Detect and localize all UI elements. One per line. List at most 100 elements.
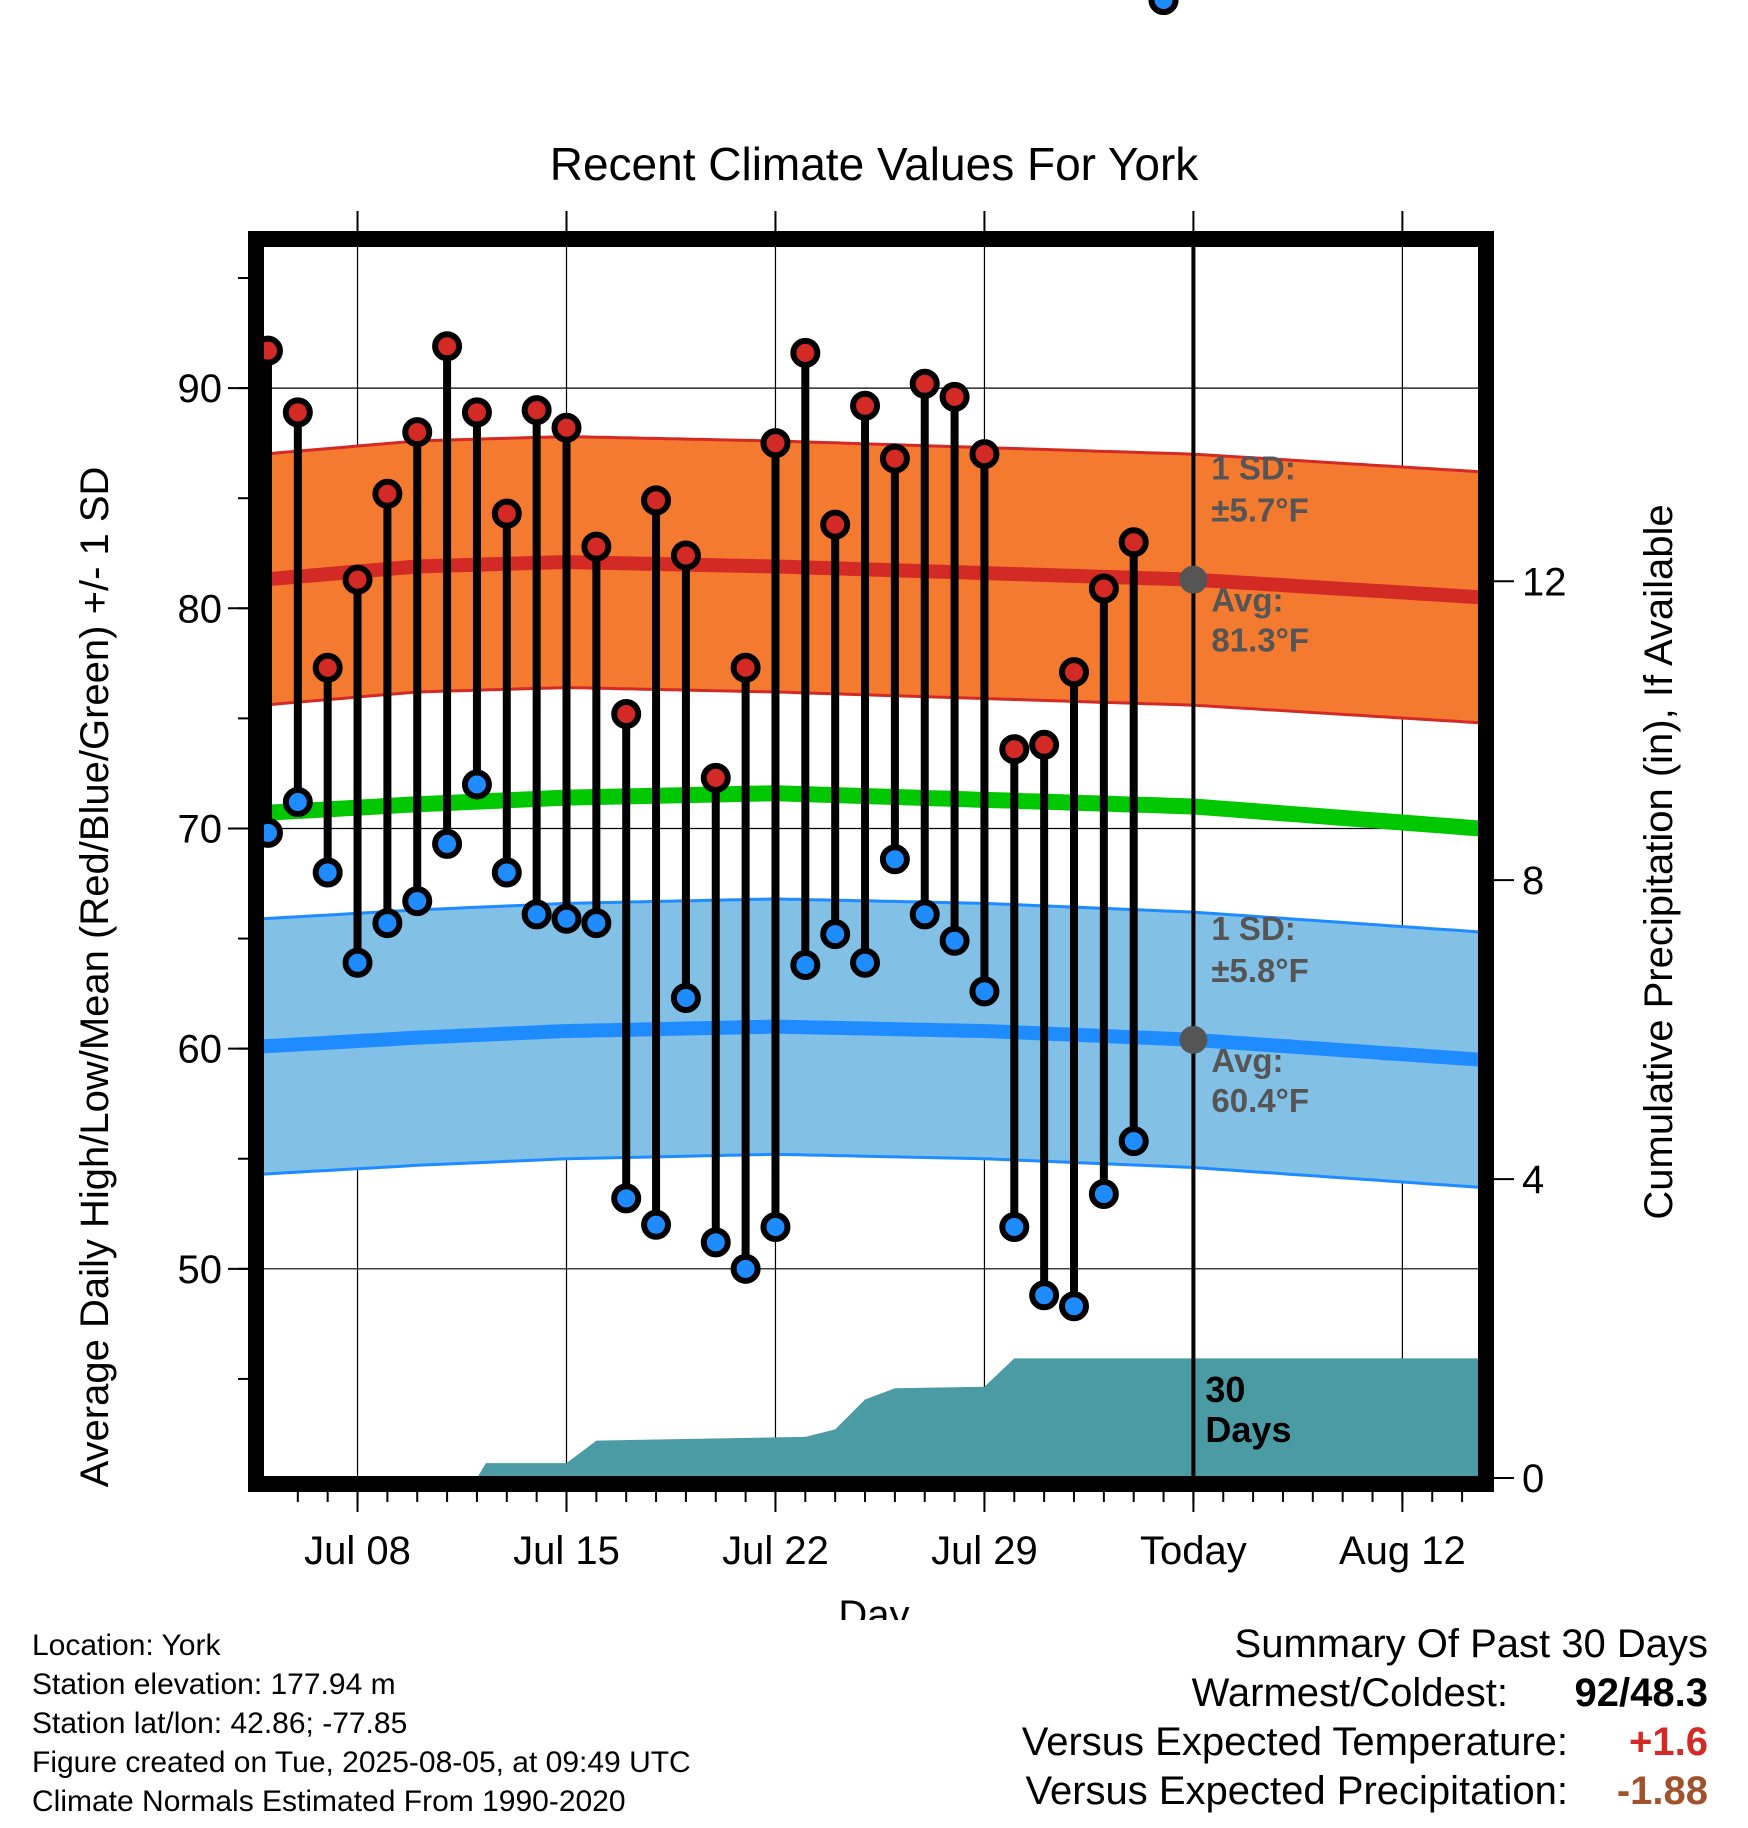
- observed-high-point: [909, 368, 940, 399]
- high-avg-value: 81.3°F: [1211, 622, 1309, 659]
- precip-label: Versus Expected Precipitation:: [1025, 1769, 1568, 1813]
- observed-low-point: [372, 908, 403, 939]
- observed-low-point: [581, 908, 612, 939]
- observed-low-point: [670, 983, 701, 1014]
- observed-low-point: [700, 1227, 731, 1258]
- observed-high-point: [312, 652, 343, 683]
- observed-low-point: [1059, 1291, 1089, 1322]
- days-label-line2: Days: [1205, 1409, 1291, 1450]
- observed-high-point: [760, 428, 791, 459]
- x-tick-label: Today: [1140, 1529, 1247, 1573]
- climate-chart: Recent Climate Values For York 1 SD: ±5.7…: [73, 0, 1681, 1620]
- observed-low-point: [790, 949, 821, 980]
- observed-low-point: [760, 1211, 791, 1242]
- low-sd-label: 1 SD:: [1211, 910, 1295, 947]
- low-avg-value: 60.4°F: [1211, 1082, 1309, 1119]
- y2-tick-label: 4: [1522, 1158, 1544, 1202]
- temp-value: +1.6: [1629, 1720, 1708, 1764]
- observed-low-point: [282, 787, 313, 818]
- observed-low-point: [909, 899, 940, 930]
- observed-high-point: [521, 395, 552, 426]
- summary-warmest-row: Warmest/Coldest: 92/48.3: [1022, 1669, 1708, 1718]
- observed-high-point: [879, 443, 910, 474]
- y-tick-label: 70: [178, 807, 223, 851]
- latlon-text: Station lat/lon: 42.86; -77.85: [32, 1707, 408, 1740]
- observed-high-point: [1118, 527, 1149, 558]
- high-sd-upper-line: [261, 435, 1481, 474]
- y-axis-title: Average Daily High/Low/Mean (Red/Blue/Gr…: [73, 467, 117, 1488]
- precip-area: [262, 1358, 1480, 1478]
- y-tick-label: 50: [178, 1248, 223, 1292]
- normal-high-line: [261, 555, 1481, 605]
- x-tick-label: Jul 08: [304, 1529, 411, 1573]
- x-tick-label: Jul 15: [513, 1529, 620, 1573]
- warmest-label: Warmest/Coldest:: [1191, 1671, 1508, 1715]
- observed-low-point: [1029, 1280, 1060, 1311]
- created-text: Figure created on Tue, 2025-08-05, at 09…: [32, 1746, 691, 1779]
- plot-frame: [248, 231, 1494, 1492]
- observed-low-point: [432, 828, 463, 859]
- low-sd-band: [262, 898, 1480, 1188]
- observed-high-point: [999, 734, 1030, 765]
- x-tick-label: Jul 22: [722, 1529, 829, 1573]
- y-tick-label: 60: [178, 1028, 223, 1072]
- observed-high-point: [372, 478, 403, 509]
- low-sd-value: ±5.8°F: [1211, 952, 1308, 989]
- chart-title: Recent Climate Values For York: [550, 138, 1200, 190]
- observed-high-point: [581, 531, 612, 562]
- observed-high-point: [342, 564, 373, 595]
- observed-low-point: [999, 1211, 1030, 1242]
- observed-high-point: [1088, 573, 1119, 604]
- observed-high-point: [939, 381, 970, 412]
- observed-high-point: [820, 509, 851, 540]
- x-axis-title: Day: [838, 1593, 909, 1620]
- observed-high-point: [850, 390, 881, 421]
- low-avg-label: Avg:: [1211, 1042, 1283, 1079]
- observed-low-point: [879, 844, 910, 875]
- x-tick-label: Jul 29: [931, 1529, 1038, 1573]
- observed-low-point: [969, 976, 1000, 1007]
- days-label-line1: 30: [1205, 1369, 1245, 1410]
- warmest-value: 92/48.3: [1574, 1671, 1708, 1715]
- observed-low-point: [641, 1209, 672, 1240]
- observed-low-point: [461, 769, 492, 800]
- today-high-normal-marker: [1179, 565, 1208, 594]
- observed-high-point: [670, 540, 701, 571]
- observed-high-point: [790, 337, 821, 368]
- observed-high-point: [730, 652, 761, 683]
- summary-precip-row: Versus Expected Precipitation: -1.88: [1022, 1767, 1708, 1816]
- observed-low-point: [820, 919, 851, 950]
- high-sd-label: 1 SD:: [1211, 450, 1295, 487]
- temp-label: Versus Expected Temperature:: [1021, 1720, 1568, 1764]
- observed-high-point: [611, 698, 642, 729]
- elevation-text: Station elevation: 177.94 m: [32, 1668, 396, 1701]
- low-sd-upper-line: [261, 897, 1481, 934]
- today-low-normal-marker: [1179, 1025, 1208, 1054]
- low-sd-lower-line: [261, 1152, 1481, 1189]
- y2-axis-title: Cumulative Precipitation (in), If Availa…: [1637, 504, 1681, 1219]
- observed-high-point: [551, 412, 582, 443]
- high-avg-label: Avg:: [1211, 582, 1283, 619]
- y2-tick-label: 0: [1522, 1457, 1544, 1501]
- observed-low-point: [342, 947, 373, 978]
- station-info: Location: York Station elevation: 177.94…: [32, 1626, 691, 1821]
- precip-value: -1.88: [1616, 1769, 1708, 1813]
- observed-low-point: [402, 886, 433, 917]
- observed-high-point: [641, 485, 672, 516]
- observed-low-point: [551, 903, 582, 934]
- observed-high-point: [402, 417, 433, 448]
- observed-high-point: [700, 762, 731, 793]
- location-text: Location: York: [32, 1629, 221, 1662]
- observed-low-point: [312, 857, 343, 888]
- normals-text: Climate Normals Estimated From 1990-2020: [32, 1785, 626, 1818]
- y-tick-label: 90: [178, 367, 223, 411]
- observed-high-point: [1029, 729, 1060, 760]
- observed-low-point: [491, 857, 522, 888]
- observed-low-point: [850, 947, 881, 978]
- x-tick-label: Aug 12: [1339, 1529, 1466, 1573]
- observed-low-point: [521, 899, 552, 930]
- y2-tick-label: 12: [1522, 560, 1567, 604]
- observed-low-point: [1088, 1178, 1119, 1209]
- observed-high-point: [461, 397, 492, 428]
